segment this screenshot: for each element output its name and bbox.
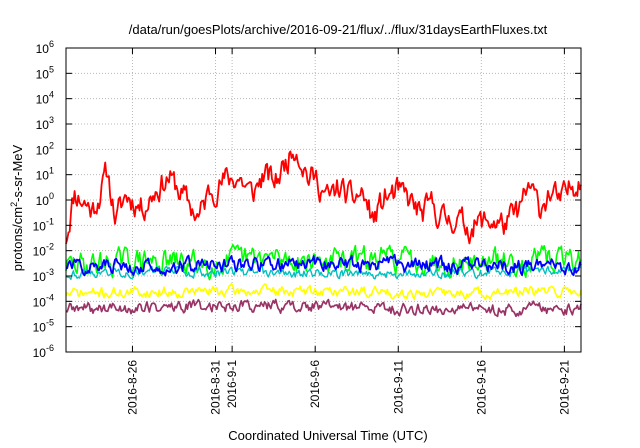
x-tick-label: 2016-8-26 [125,360,139,415]
series-line [65,298,582,318]
series-line [65,150,582,245]
y-tick-label: 10-1 [33,216,54,233]
y-tick-label: 106 [36,39,54,56]
y-tick-label: 10-2 [33,242,54,259]
plot-border [65,47,582,353]
y-tick-label: 102 [36,140,54,157]
series-line [65,282,582,301]
series-line [65,263,582,280]
grid [66,48,581,352]
y-axis-label-sup: 2 [9,202,19,207]
series-line [65,253,582,277]
y-tick-label: 105 [36,64,54,81]
y-axis-label-rest: -s-sr-MeV [10,144,25,201]
series-layer [65,150,582,318]
y-axis-label: protons/cm2-s-sr-MeV [9,144,25,271]
y-tick-label: 103 [36,115,54,132]
x-tick-label: 2016-9-21 [557,360,571,415]
series-line [65,244,582,281]
x-tick-label: 2016-9-11 [391,360,405,414]
x-tick-label: 2016-9-16 [474,360,488,415]
y-tick-label: 10-4 [33,292,54,309]
chart-title: /data/run/goesPlots/archive/2016-09-21/f… [129,22,548,37]
plot-frame [65,47,582,353]
y-tick-label: 10-5 [33,318,54,335]
ticks: 10-6 10-5 10-4 10-3 10-2 10-1 100 101 102 103 104 1… [33,39,581,415]
y-tick-label: 10-3 [33,267,54,284]
y-tick-label: 100 [36,191,54,208]
x-tick-label: 2016-9-1 [225,360,239,408]
x-axis-label: Coordinated Universal Time (UTC) [228,428,427,443]
y-axis-label-base: protons/cm [10,207,25,271]
x-tick-label: 2016-9-6 [308,360,322,408]
y-tick-label: 101 [36,166,54,183]
y-tick-label: 104 [36,90,54,107]
x-tick-label: 2016-8-31 [209,360,223,415]
y-tick-label: 10-6 [33,343,54,360]
